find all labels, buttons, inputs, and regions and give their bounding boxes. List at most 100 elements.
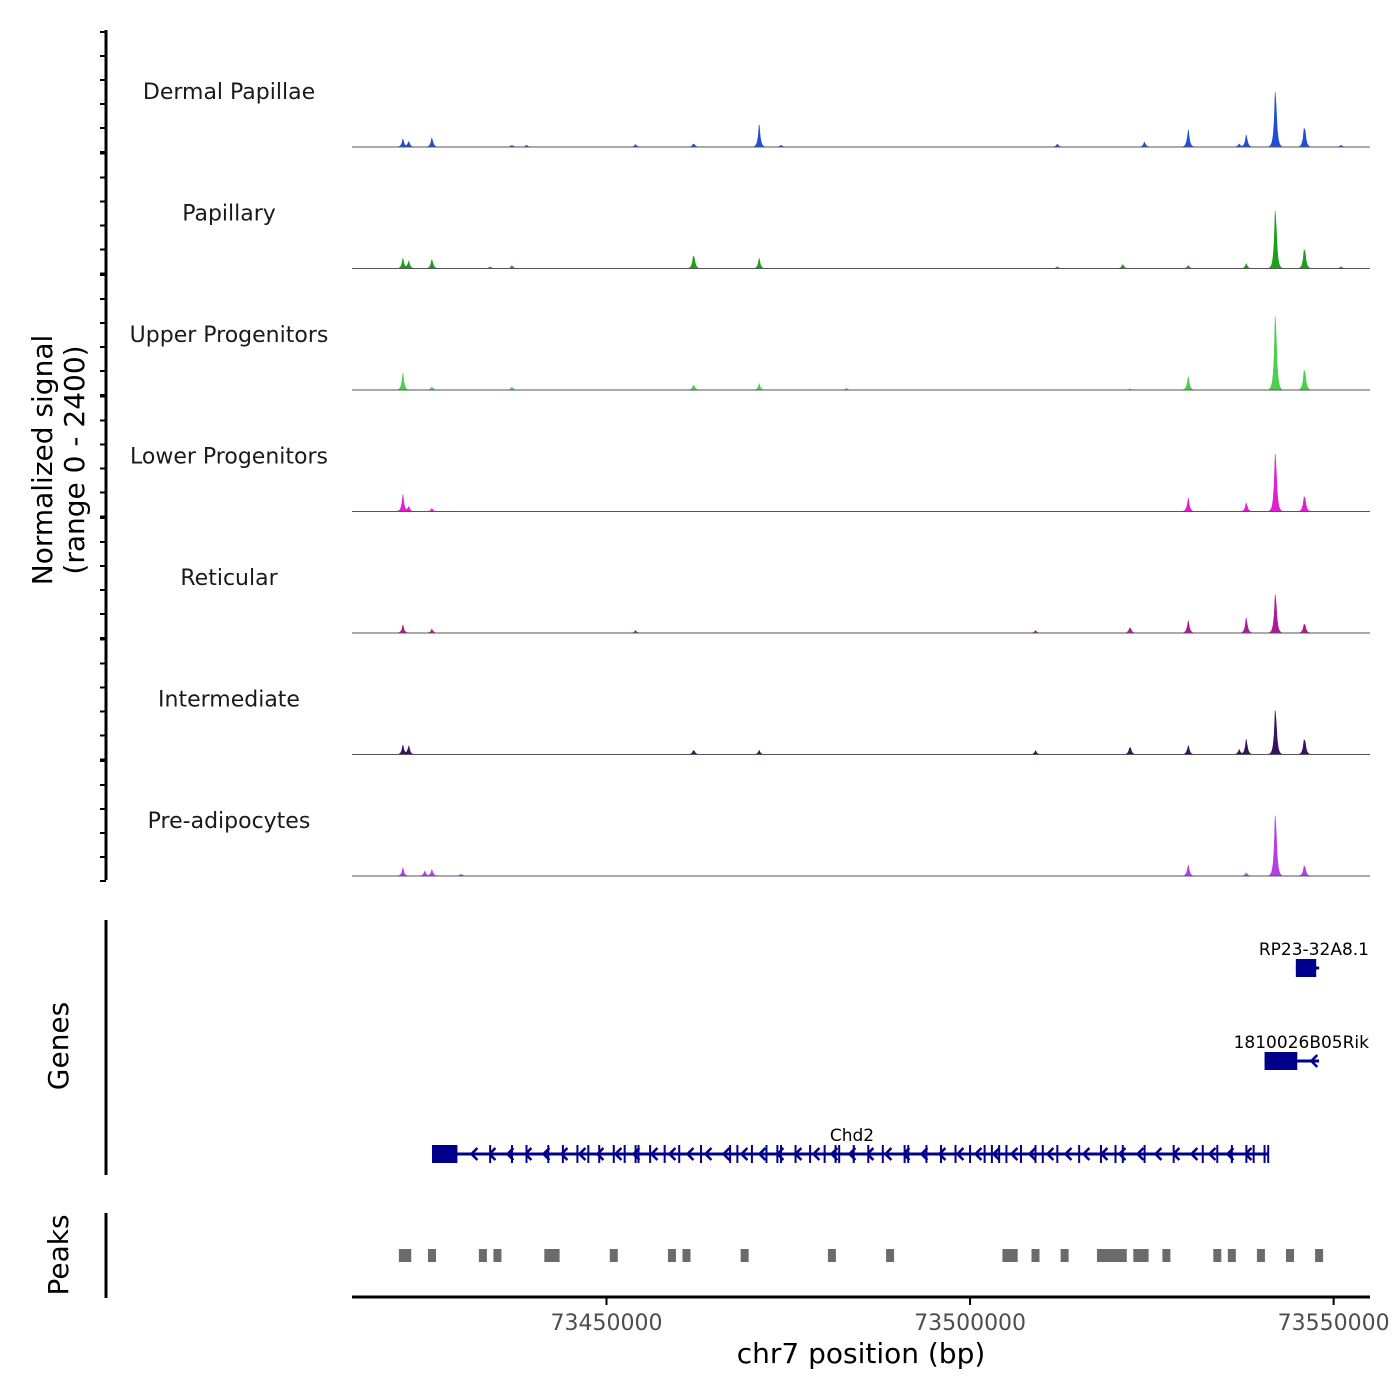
strand-arrow — [901, 1147, 911, 1161]
peak-region — [1031, 1249, 1040, 1262]
peak-region — [1096, 1249, 1105, 1262]
gene-utr — [431, 1145, 458, 1163]
peak-region — [403, 1249, 412, 1262]
strand-arrow — [541, 1147, 551, 1161]
strand-arrow — [775, 1147, 785, 1161]
peak-region — [609, 1249, 618, 1262]
peak-region — [886, 1249, 895, 1262]
coverage-area — [352, 316, 1370, 391]
peak-region — [740, 1249, 749, 1262]
strand-arrow — [811, 1147, 821, 1161]
strand-arrow — [865, 1147, 875, 1161]
x-axis-title: chr7 position (bp) — [737, 1337, 986, 1370]
coverage-area — [352, 815, 1370, 877]
gene-label: Chd2 — [830, 1126, 874, 1146]
strand-arrow — [469, 1147, 479, 1161]
peak-region — [1009, 1249, 1018, 1262]
track-label: Lower Progenitors — [130, 445, 328, 470]
x-tick-label: 73450000 — [551, 1311, 663, 1336]
peak-region — [1286, 1249, 1295, 1262]
peak-region — [427, 1249, 436, 1262]
track-label: Pre-adipocytes — [148, 809, 311, 834]
strand-arrow — [1117, 1147, 1127, 1161]
strand-arrow — [523, 1147, 533, 1161]
peak-region — [478, 1249, 487, 1262]
gene-label: 1810026B05Rik — [1234, 1033, 1370, 1053]
peak-region — [1104, 1249, 1113, 1262]
strand-arrow — [937, 1147, 947, 1161]
strand-arrow — [793, 1147, 803, 1161]
strand-arrow — [685, 1147, 695, 1161]
strand-arrow — [883, 1147, 893, 1161]
strand-arrow — [649, 1147, 659, 1161]
coverage-y-ticks — [100, 31, 106, 882]
strand-arrow — [487, 1147, 497, 1161]
strand-arrow — [667, 1147, 677, 1161]
x-tick-label: 73500000 — [914, 1311, 1026, 1336]
strand-arrow — [919, 1147, 929, 1161]
peak-region — [493, 1249, 502, 1262]
coverage-tracks — [352, 92, 1370, 877]
peak-region — [398, 1249, 407, 1262]
strand-arrow — [847, 1147, 857, 1161]
peak-region — [682, 1249, 691, 1262]
peak-region — [1133, 1249, 1142, 1262]
peak-region — [1111, 1249, 1120, 1262]
coverage-area — [352, 454, 1370, 512]
strand-arrow — [739, 1147, 749, 1161]
strand-arrow — [1081, 1147, 1091, 1161]
peak-region — [1002, 1249, 1011, 1262]
strand-arrow — [973, 1147, 983, 1161]
track-label: Dermal Papillae — [143, 80, 315, 105]
strand-arrow — [1243, 1147, 1253, 1161]
strand-arrow — [1099, 1147, 1109, 1161]
peak-region — [1315, 1249, 1324, 1262]
strand-arrow — [505, 1147, 515, 1161]
strand-arrow — [595, 1147, 605, 1161]
peak-region — [1118, 1249, 1127, 1262]
peak-region — [1213, 1249, 1222, 1262]
strand-arrow — [721, 1147, 731, 1161]
strand-arrow — [757, 1147, 767, 1161]
strand-arrow — [559, 1147, 569, 1161]
gene-utr — [1295, 959, 1317, 977]
y-axis-title-line2: (range 0 - 2400) — [58, 345, 91, 574]
peak-region — [1060, 1249, 1069, 1262]
strand-arrow — [955, 1147, 965, 1161]
peak-region — [551, 1249, 560, 1262]
strand-arrow — [829, 1147, 839, 1161]
peak-region — [1227, 1249, 1236, 1262]
peak-region — [667, 1249, 676, 1262]
peak-region — [1256, 1249, 1265, 1262]
strand-arrow — [631, 1147, 641, 1161]
peak-region — [1162, 1249, 1171, 1262]
x-axis-ticks: 73450000 73500000 73550000 — [551, 1297, 1390, 1336]
strand-arrow — [1207, 1147, 1217, 1161]
gene-annotations: RP23-32A8.1 1810026B05Rik Chd2 — [431, 940, 1370, 1163]
y-axis-title-line1: Normalized signal — [26, 335, 59, 586]
x-tick-label: 73550000 — [1278, 1311, 1390, 1336]
coverage-area — [352, 710, 1370, 755]
strand-arrow — [991, 1147, 1001, 1161]
strand-arrow — [577, 1147, 587, 1161]
strand-arrow — [1045, 1147, 1055, 1161]
genes-panel-title: Genes — [42, 1002, 75, 1090]
track-labels: Dermal Papillae Papillary Upper Progenitor… — [130, 80, 329, 834]
track-label: Papillary — [182, 202, 276, 227]
strand-arrow — [1027, 1147, 1037, 1161]
gene-utr — [1264, 1052, 1298, 1070]
gene-label: RP23-32A8.1 — [1259, 940, 1369, 960]
peaks-panel-title: Peaks — [42, 1214, 75, 1295]
coverage-area — [352, 211, 1370, 269]
peak-region — [544, 1249, 553, 1262]
strand-arrow — [613, 1147, 623, 1161]
strand-arrow — [1225, 1147, 1235, 1161]
track-label: Upper Progenitors — [130, 323, 329, 348]
strand-arrow — [703, 1147, 713, 1161]
peak-region — [1140, 1249, 1149, 1262]
track-label: Reticular — [180, 566, 278, 591]
strand-arrow — [1153, 1147, 1163, 1161]
strand-arrow — [1135, 1147, 1145, 1161]
